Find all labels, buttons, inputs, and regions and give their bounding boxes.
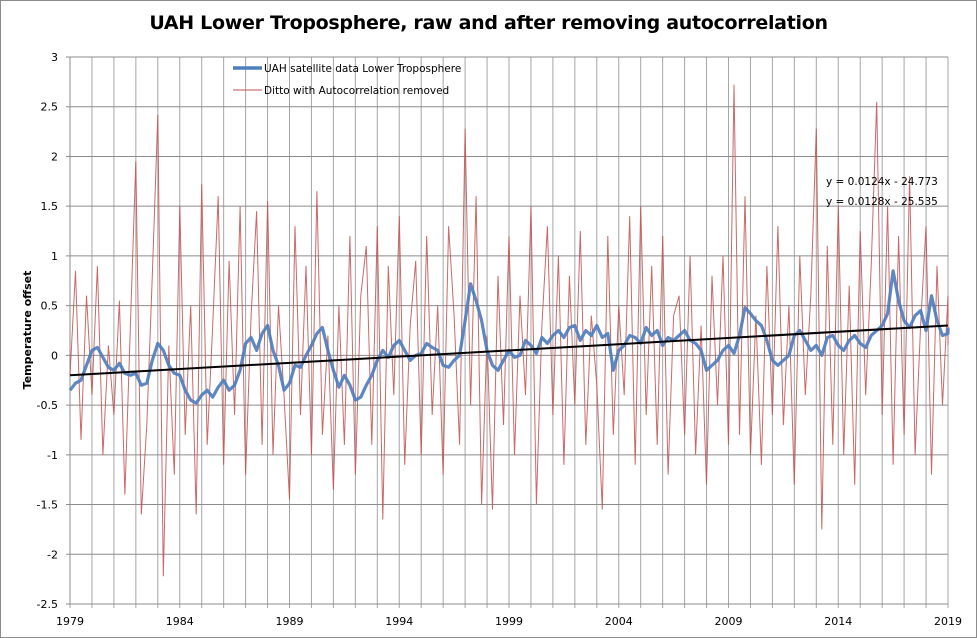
chart-title: UAH Lower Troposphere, raw and after rem…: [149, 12, 828, 34]
series-line-autocorrelation-removed: [69, 84, 949, 577]
x-axis-ticks: 1979 1984 1989 1994 1999 2004 2009 2014 2019: [56, 615, 962, 628]
legend-label-uah: UAH satellite data Lower Troposphere: [264, 63, 461, 75]
y-tick-label: 1.5: [41, 200, 59, 213]
y-tick-label: 0: [51, 349, 58, 362]
y-tick-label: 2.5: [41, 101, 59, 114]
series-group: [68, 84, 950, 577]
x-tick-label: 1989: [276, 615, 304, 628]
y-tick-label: 0.5: [41, 300, 59, 313]
x-tick-label: 2004: [605, 615, 633, 628]
y-tick-label: 2: [51, 150, 58, 163]
y-tick-label: -2.5: [37, 598, 58, 611]
x-tick-label: 1999: [495, 615, 523, 628]
trend-line: [69, 324, 949, 377]
y-tick-label: -1: [47, 449, 58, 462]
trend-equation-raw: y = 0.0124x - 24.773: [826, 176, 938, 188]
y-tick-label: -0.5: [37, 399, 58, 412]
x-tick-label: 2014: [824, 615, 852, 628]
x-tick-label: 1979: [56, 615, 84, 628]
x-tick-label: 2009: [715, 615, 743, 628]
y-axis-ticks: 3 2.5 2 1.5 1 0.5 0 -0.5 -1 -1.5 -2 -2.5: [37, 51, 58, 611]
y-axis-label: Temperature offset: [21, 271, 34, 390]
y-tick-label: 3: [51, 51, 58, 64]
legend-label-autocorr: Ditto with Autocorrelation removed: [264, 85, 449, 97]
trend-equation-autocorr: y = 0.0128x - 25.535: [826, 196, 938, 208]
y-tick-label: -2: [47, 548, 58, 561]
x-tick-label: 2019: [934, 615, 962, 628]
y-tick-label: -1.5: [37, 499, 58, 512]
legend: UAH satellite data Lower Troposphere Dit…: [233, 63, 461, 97]
series-line-uah: [68, 269, 950, 405]
x-tick-label: 1994: [385, 615, 413, 628]
x-tick-label: 1984: [166, 615, 194, 628]
y-tick-label: 1: [51, 250, 58, 263]
